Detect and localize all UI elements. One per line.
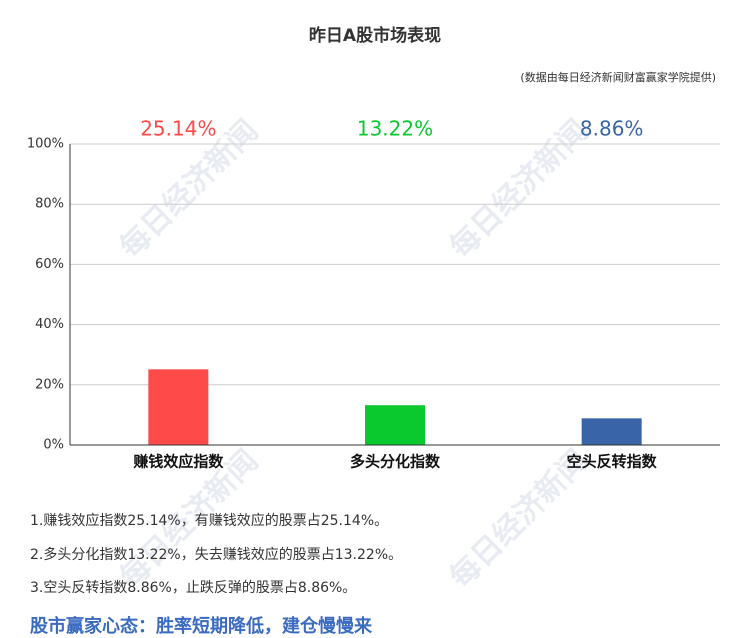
bar [365, 405, 425, 445]
chart-subtitle: (数据由每日经济新闻财富赢家学院提供) [520, 70, 716, 84]
note: 2.多头分化指数13.22%，失去赚钱效应的股票占13.22%。 [30, 546, 402, 563]
value-label: 25.14% [140, 117, 216, 141]
bar [581, 418, 642, 445]
slogan: 股市赢家心态：胜率短期降低，建仓慢慢来 [29, 615, 373, 637]
y-tick-label: 60% [35, 257, 64, 272]
watermark: 每日经济新闻 [443, 113, 595, 265]
y-tick-label: 100% [27, 137, 64, 152]
y-tick-label: 40% [35, 317, 64, 332]
bar [148, 369, 209, 445]
chart-title: 昨日A股市场表现 [309, 25, 441, 46]
y-tick-label: 20% [35, 377, 64, 392]
value-label: 8.86% [580, 117, 644, 141]
y-tick-label: 80% [35, 197, 64, 212]
note: 1.赚钱效应指数25.14%，有赚钱效应的股票占25.14%。 [30, 512, 388, 529]
x-tick-label: 赚钱效应指数 [132, 453, 224, 471]
value-label: 13.22% [357, 117, 433, 141]
x-tick-label: 空头反转指数 [567, 453, 658, 471]
x-tick-label: 多头分化指数 [350, 453, 441, 471]
y-tick-label: 0% [43, 438, 64, 453]
note: 3.空头反转指数8.86%，止跌反弹的股票占8.86%。 [30, 580, 356, 596]
